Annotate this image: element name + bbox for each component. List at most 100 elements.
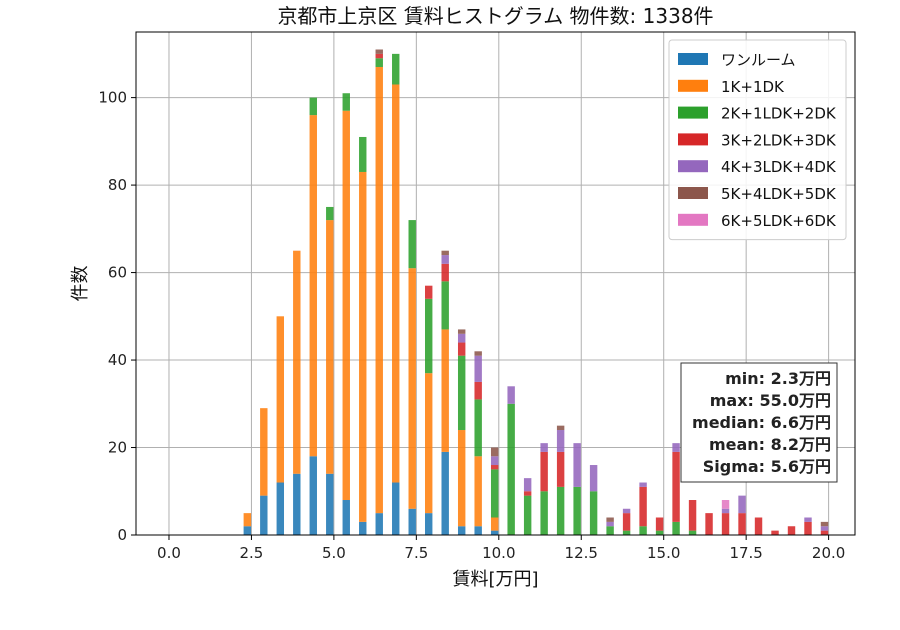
histogram-bar — [457, 333, 466, 343]
histogram-bar — [606, 526, 614, 535]
stats-line: min: 2.3万円 — [725, 369, 831, 388]
histogram-bar — [342, 500, 350, 535]
legend-label: 5K+4LDK+5DK — [721, 185, 837, 203]
histogram-bar — [474, 355, 482, 382]
histogram-bar — [573, 486, 581, 535]
histogram-bar — [787, 526, 796, 535]
histogram-bar — [243, 513, 252, 527]
histogram-bar — [721, 500, 730, 509]
histogram-bar — [474, 399, 482, 457]
histogram-bar — [738, 495, 746, 514]
histogram-bar — [540, 491, 548, 535]
x-tick-label: 17.5 — [729, 544, 762, 562]
histogram-bar — [606, 521, 614, 527]
histogram-bar — [260, 495, 268, 535]
legend-swatch — [678, 187, 708, 199]
x-axis-ticks: 0.0 2.5 5.0 7.5 10.0 12.5 15.0 17.5 20.0 — [157, 535, 845, 562]
histogram-bar — [260, 408, 268, 496]
histogram-bar — [622, 508, 631, 514]
legend-label: 4K+3LDK+4DK — [721, 158, 837, 176]
histogram-bar — [523, 491, 532, 496]
histogram-bar — [490, 530, 499, 535]
chart-title: 京都市上京区 賃料ヒストグラム 物件数: 1338件 — [277, 4, 713, 28]
histogram-bar — [293, 473, 301, 535]
histogram-bar — [425, 285, 433, 299]
histogram-bar — [457, 430, 466, 527]
legend-label: 2K+1LDK+2DK — [721, 105, 837, 123]
histogram-bar — [326, 473, 334, 535]
histogram-bar — [309, 456, 317, 535]
plot-frame — [135, 31, 856, 536]
histogram-bar — [820, 526, 829, 531]
histogram-bar — [425, 298, 433, 374]
x-tick-label: 7.5 — [404, 544, 428, 562]
legend-label: ワンルーム — [721, 51, 796, 69]
histogram-bar — [441, 255, 449, 264]
histogram-bar — [688, 500, 697, 531]
histogram-bar — [622, 530, 631, 535]
histogram-bar — [441, 281, 449, 330]
histogram-bar — [639, 482, 647, 487]
histogram-bar — [408, 220, 416, 269]
histogram-bar — [490, 465, 499, 470]
histogram-bar — [457, 355, 466, 431]
histogram-bar — [276, 316, 285, 483]
x-tick-label: 15.0 — [647, 544, 680, 562]
histogram-bar — [474, 526, 482, 535]
y-axis-title: 件数 — [70, 266, 91, 302]
histogram-bar — [705, 513, 713, 535]
histogram-bar — [276, 482, 285, 535]
histogram-bar — [441, 263, 449, 282]
histogram-bar — [375, 513, 383, 535]
y-tick-label: 100 — [98, 89, 127, 107]
histogram-bar — [688, 530, 697, 535]
y-tick-label: 60 — [108, 264, 127, 282]
stats-line: median: 6.6万円 — [692, 413, 831, 432]
x-axis-title: 賃料[万円] — [452, 569, 538, 590]
histogram-bar — [457, 342, 466, 356]
histogram-bar — [556, 430, 565, 452]
legend-swatch — [678, 79, 708, 92]
histogram-bar — [655, 517, 664, 531]
histogram-bar — [672, 451, 680, 522]
histogram-bar — [507, 386, 515, 404]
histogram-bar — [342, 93, 350, 111]
histogram-bar — [392, 53, 400, 85]
histogram-bar — [606, 517, 614, 522]
legend-label: 6K+5LDK+6DK — [721, 212, 837, 230]
histogram-bar — [359, 171, 367, 522]
histogram-bar — [243, 526, 252, 535]
legend-swatch — [678, 53, 708, 65]
histogram-bar — [639, 526, 647, 535]
histogram-bar — [738, 513, 746, 535]
legend-swatch — [678, 133, 708, 146]
stats-box: min: 2.3万円 max: 55.0万円 median: 6.6万円 mean: … — [680, 362, 838, 483]
histogram-bar — [573, 443, 581, 487]
histogram-bar — [309, 115, 317, 457]
histogram-bar — [556, 425, 565, 431]
histogram-bar — [392, 84, 400, 483]
legend-label: 3K+2LDK+3DK — [721, 131, 837, 149]
histogram-bar — [490, 456, 499, 466]
histogram-bar — [639, 486, 647, 527]
histogram-bar — [540, 443, 548, 452]
histogram-bar — [540, 451, 548, 492]
histogram-bar — [375, 58, 383, 67]
stats-line: max: 55.0万円 — [710, 391, 831, 410]
histogram-bar — [359, 136, 367, 172]
legend-swatch — [678, 213, 708, 226]
x-tick-label: 20.0 — [812, 544, 845, 562]
histogram-bar — [507, 403, 515, 535]
histogram-bar — [589, 465, 598, 492]
histogram-bar — [721, 513, 730, 535]
histogram-bar — [441, 250, 449, 256]
x-tick-label: 5.0 — [322, 544, 346, 562]
histogram-bar — [457, 526, 466, 535]
histogram-bar — [375, 66, 383, 514]
histogram-bar — [622, 513, 631, 531]
histogram-bar — [425, 373, 433, 514]
histogram-bar — [490, 517, 499, 531]
legend-label: 1K+1DK — [721, 78, 785, 96]
histogram-bar — [408, 268, 416, 509]
